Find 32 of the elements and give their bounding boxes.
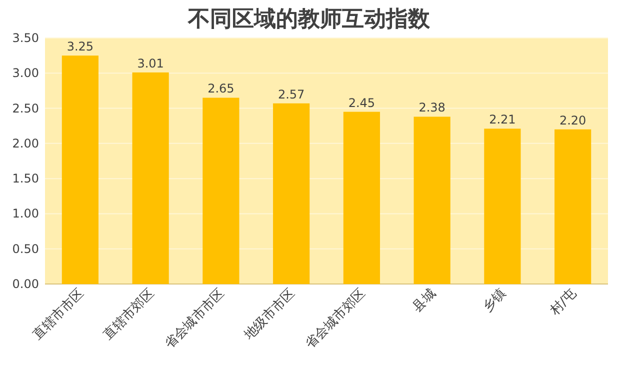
data-label: 2.45 (348, 96, 376, 110)
chart-title: 不同区域的教师互动指数 (187, 7, 431, 32)
bar (414, 116, 450, 284)
y-tick-label: 0.50 (12, 242, 39, 256)
x-tick-label: 省会城市郊区 (302, 286, 369, 352)
x-tick-label: 乡镇 (480, 286, 510, 316)
data-label: 2.65 (208, 82, 234, 96)
bar (484, 128, 521, 284)
data-label: 3.01 (137, 56, 164, 70)
x-tick-label: 地级市市区 (240, 286, 298, 344)
bar (343, 112, 380, 284)
y-tick-label: 2.50 (12, 101, 39, 116)
bar (202, 98, 240, 284)
bar (132, 72, 169, 284)
x-tick-label: 直辖市郊区 (100, 286, 158, 343)
y-tick-label: 0.00 (12, 277, 39, 291)
data-label: 2.21 (489, 112, 516, 127)
y-tick-label: 1.00 (12, 206, 39, 221)
x-tick-label: 村/屯 (546, 286, 580, 320)
x-tick-label: 县城 (410, 286, 439, 316)
data-label: 2.20 (559, 113, 586, 128)
data-label: 2.57 (278, 87, 305, 102)
y-tick-label: 3.00 (12, 66, 39, 80)
data-label: 3.25 (66, 40, 94, 54)
y-tick-label: 1.50 (12, 172, 39, 186)
x-tick-label: 省会城市市区 (162, 286, 228, 352)
y-tick-label: 2.00 (12, 136, 39, 150)
bar (62, 56, 98, 284)
bar (273, 103, 310, 284)
bar (554, 129, 592, 284)
y-tick-label: 3.50 (12, 31, 39, 45)
data-label: 2.38 (418, 100, 446, 115)
